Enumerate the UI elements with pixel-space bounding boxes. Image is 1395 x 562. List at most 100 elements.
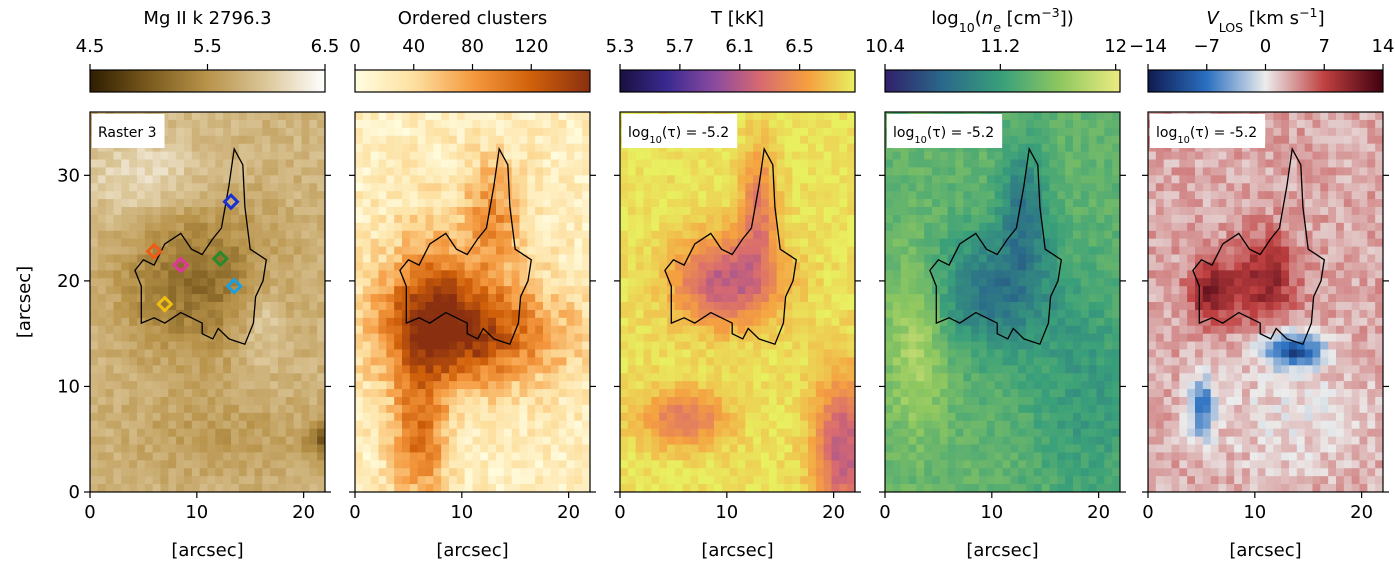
- heatmap-cell: [278, 437, 286, 445]
- heatmap-cell: [832, 247, 840, 255]
- heatmap-cell: [738, 445, 746, 453]
- heatmap-cell: [675, 389, 683, 397]
- heatmap-cell: [121, 389, 129, 397]
- heatmap-cell: [567, 318, 575, 326]
- heatmap-cell: [667, 373, 675, 381]
- heatmap-cell: [286, 373, 294, 381]
- heatmap-cell: [223, 326, 231, 334]
- heatmap-cell: [480, 468, 488, 476]
- heatmap-cell: [410, 167, 418, 175]
- heatmap-cell: [761, 270, 769, 278]
- heatmap-cell: [270, 429, 278, 437]
- heatmap-cell: [302, 239, 310, 247]
- heatmap-cell: [488, 183, 496, 191]
- heatmap-cell: [355, 144, 363, 152]
- heatmap-cell: [386, 389, 394, 397]
- heatmap-cell: [916, 310, 924, 318]
- heatmap-cell: [745, 128, 753, 136]
- heatmap-cell: [832, 381, 840, 389]
- heatmap-cell: [683, 278, 691, 286]
- heatmap-cell: [839, 302, 847, 310]
- heatmap-cell: [893, 421, 901, 429]
- heatmap-cell: [200, 120, 208, 128]
- heatmap-cell: [543, 183, 551, 191]
- heatmap-cell: [433, 318, 441, 326]
- heatmap-cell: [691, 215, 699, 223]
- heatmap-cell: [527, 405, 535, 413]
- heatmap-cell: [168, 239, 176, 247]
- heatmap-cell: [527, 357, 535, 365]
- heatmap-cell: [901, 310, 909, 318]
- heatmap-cell: [270, 112, 278, 120]
- heatmap-cell: [262, 160, 270, 168]
- heatmap-cell: [738, 350, 746, 358]
- heatmap-cell: [808, 413, 816, 421]
- heatmap-cell: [410, 357, 418, 365]
- heatmap-cell: [200, 397, 208, 405]
- heatmap-cell: [722, 397, 730, 405]
- heatmap-cell: [441, 437, 449, 445]
- heatmap-cell: [620, 405, 628, 413]
- heatmap-cell: [916, 191, 924, 199]
- heatmap-cell: [247, 445, 255, 453]
- heatmap-cell: [683, 215, 691, 223]
- heatmap-cell: [932, 405, 940, 413]
- heatmap-cell: [231, 326, 239, 334]
- heatmap-cell: [824, 452, 832, 460]
- heatmap-cell: [192, 191, 200, 199]
- heatmap-cell: [410, 136, 418, 144]
- heatmap-cell: [800, 405, 808, 413]
- heatmap-cell: [168, 120, 176, 128]
- heatmap-cell: [208, 445, 216, 453]
- heatmap-cell: [465, 167, 473, 175]
- heatmap-cell: [956, 437, 964, 445]
- heatmap-cell: [847, 405, 855, 413]
- heatmap-cell: [379, 144, 387, 152]
- heatmap-cell: [473, 262, 481, 270]
- heatmap-cell: [644, 318, 652, 326]
- heatmap-cell: [402, 112, 410, 120]
- heatmap-cell: [761, 112, 769, 120]
- heatmap-cell: [785, 350, 793, 358]
- heatmap-cell: [636, 405, 644, 413]
- heatmap-cell: [215, 294, 223, 302]
- heatmap-cell: [675, 429, 683, 437]
- heatmap-cell: [371, 310, 379, 318]
- heatmap-cell: [168, 223, 176, 231]
- heatmap-cell: [824, 199, 832, 207]
- heatmap-cell: [262, 286, 270, 294]
- heatmap-cell: [394, 484, 402, 492]
- heatmap-cell: [582, 365, 590, 373]
- heatmap-cell: [792, 373, 800, 381]
- heatmap-cell: [520, 207, 528, 215]
- heatmap-cell: [363, 302, 371, 310]
- heatmap-cell: [98, 468, 106, 476]
- heatmap-cell: [808, 262, 816, 270]
- heatmap-cell: [106, 231, 114, 239]
- heatmap-cell: [137, 215, 145, 223]
- heatmap-cell: [239, 397, 247, 405]
- heatmap-cell: [745, 247, 753, 255]
- heatmap-cell: [90, 183, 98, 191]
- heatmap-cell: [231, 445, 239, 453]
- heatmap-cell: [255, 270, 263, 278]
- heatmap-cell: [567, 342, 575, 350]
- heatmap-cell: [745, 199, 753, 207]
- heatmap-cell: [559, 389, 567, 397]
- heatmap-cell: [294, 452, 302, 460]
- heatmap-cell: [847, 460, 855, 468]
- heatmap-cell: [551, 484, 559, 492]
- heatmap-cell: [465, 128, 473, 136]
- heatmap-cell: [394, 128, 402, 136]
- heatmap-cell: [176, 294, 184, 302]
- heatmap-cell: [449, 397, 457, 405]
- heatmap-cell: [535, 255, 543, 263]
- heatmap-cell: [620, 215, 628, 223]
- heatmap-cell: [98, 239, 106, 247]
- heatmap-cell: [200, 460, 208, 468]
- heatmap-cell: [309, 239, 317, 247]
- heatmap-cell: [691, 326, 699, 334]
- heatmap-cell: [847, 128, 855, 136]
- heatmap-cell: [504, 278, 512, 286]
- heatmap-cell: [527, 460, 535, 468]
